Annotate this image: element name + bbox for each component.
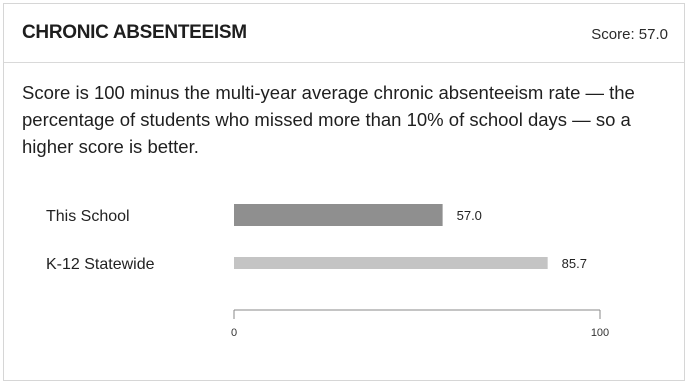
card-header: CHRONIC ABSENTEEISM Score: 57.0 [4,4,684,63]
bar-this-school [234,204,443,226]
value-label-this-school: 57.0 [457,208,482,223]
bar-k-12-statewide [234,257,548,269]
score-label: Score: 57.0 [591,26,668,43]
chronic-absenteeism-card: CHRONIC ABSENTEEISM Score: 57.0 Score is… [3,3,685,381]
comparison-bar-chart: This School 57.0 K-12 Statewide 85.7 0 100 [46,204,609,339]
card-title: CHRONIC ABSENTEEISM [22,22,247,43]
card-description: Score is 100 minus the multi-year averag… [22,82,635,157]
x-tick-label-100: 100 [591,327,609,339]
x-tick-label-0: 0 [231,327,237,339]
category-label-this-school: This School [46,208,130,225]
value-label-k-12-statewide: 85.7 [562,256,587,271]
category-label-k-12-statewide: K-12 Statewide [46,256,155,273]
